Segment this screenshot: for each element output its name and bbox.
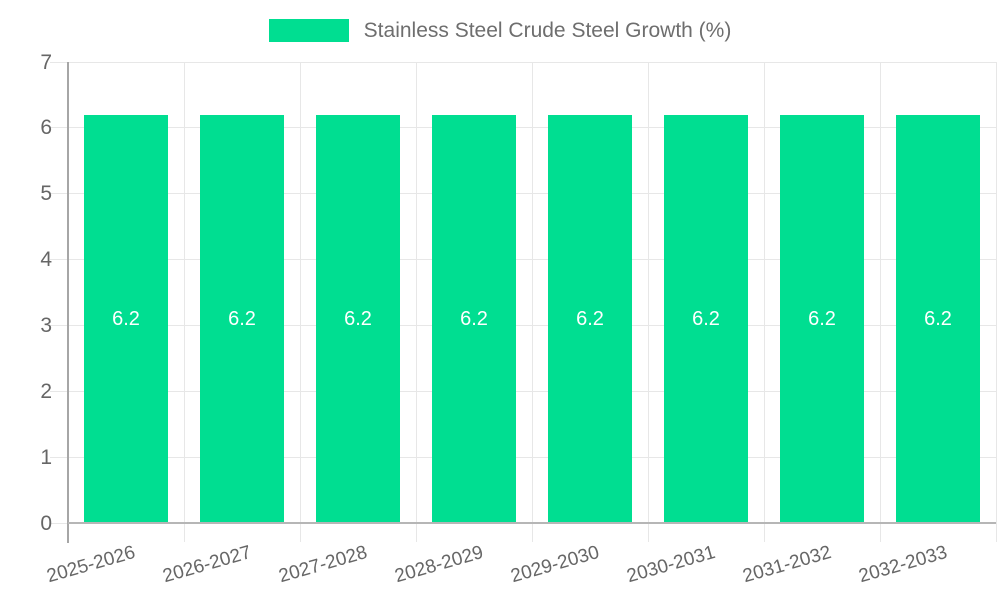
x-gridline <box>995 62 997 523</box>
y-axis-tick-label: 2 <box>40 379 52 403</box>
y-tick-mark <box>50 522 68 524</box>
y-axis-tick-label: 6 <box>40 116 52 140</box>
bar-value-label: 6.2 <box>924 307 952 330</box>
legend-label: Stainless Steel Crude Steel Growth (%) <box>363 19 732 42</box>
x-axis-tick-label: 2028-2029 <box>392 542 486 588</box>
x-axis-tick-label: 2025-2026 <box>44 542 138 588</box>
bar[interactable] <box>780 114 864 523</box>
x-axis-tick-label: 2030-2031 <box>624 542 718 588</box>
y-axis-tick-label: 0 <box>40 511 52 535</box>
x-gridline <box>415 62 417 523</box>
y-axis-tick-label: 5 <box>40 182 52 206</box>
x-gridline <box>299 62 301 523</box>
y-tick-mark <box>50 127 68 129</box>
x-axis-tick-label: 2026-2027 <box>160 542 254 588</box>
bar-value-label: 6.2 <box>112 307 140 330</box>
bar[interactable] <box>200 114 284 523</box>
x-axis-tick-label: 2027-2028 <box>276 542 370 588</box>
x-axis-line <box>68 522 996 524</box>
bar-value-label: 6.2 <box>808 307 836 330</box>
y-tick-mark <box>50 390 68 392</box>
x-tick-mark <box>415 523 417 542</box>
bar-value-label: 6.2 <box>576 307 604 330</box>
y-tick-mark <box>50 259 68 261</box>
y-tick-mark <box>50 456 68 458</box>
x-tick-mark <box>183 523 185 542</box>
bar[interactable] <box>896 114 980 523</box>
x-gridline <box>531 62 533 523</box>
bar[interactable] <box>548 114 632 523</box>
y-axis-tick-label: 3 <box>40 313 52 337</box>
x-tick-mark <box>879 523 881 542</box>
bar[interactable] <box>664 114 748 523</box>
bar[interactable] <box>84 114 168 523</box>
x-gridline <box>647 62 649 523</box>
bar[interactable] <box>316 114 400 523</box>
x-gridline <box>763 62 765 523</box>
y-tick-mark <box>50 61 68 63</box>
legend-item[interactable]: Stainless Steel Crude Steel Growth (%) <box>0 19 1000 42</box>
x-axis-tick-label: 2031-2032 <box>740 542 834 588</box>
y-tick-mark <box>50 193 68 195</box>
y-axis-tick-label: 7 <box>40 50 52 74</box>
x-tick-mark <box>995 523 997 542</box>
x-axis-tick-label: 2032-2033 <box>856 542 950 588</box>
x-tick-mark <box>299 523 301 542</box>
legend-swatch <box>268 19 349 42</box>
bar-value-label: 6.2 <box>692 307 720 330</box>
bar-value-label: 6.2 <box>228 307 256 330</box>
bar-value-label: 6.2 <box>460 307 488 330</box>
bar-value-label: 6.2 <box>344 307 372 330</box>
x-tick-mark <box>531 523 533 542</box>
y-axis-line <box>67 62 69 543</box>
x-tick-mark <box>647 523 649 542</box>
x-axis-tick-label: 2029-2030 <box>508 542 602 588</box>
y-tick-mark <box>50 324 68 326</box>
x-tick-mark <box>763 523 765 542</box>
bar[interactable] <box>432 114 516 523</box>
x-gridline <box>879 62 881 523</box>
y-axis-tick-label: 1 <box>40 445 52 469</box>
x-gridline <box>183 62 185 523</box>
y-axis-tick-label: 4 <box>40 248 52 272</box>
